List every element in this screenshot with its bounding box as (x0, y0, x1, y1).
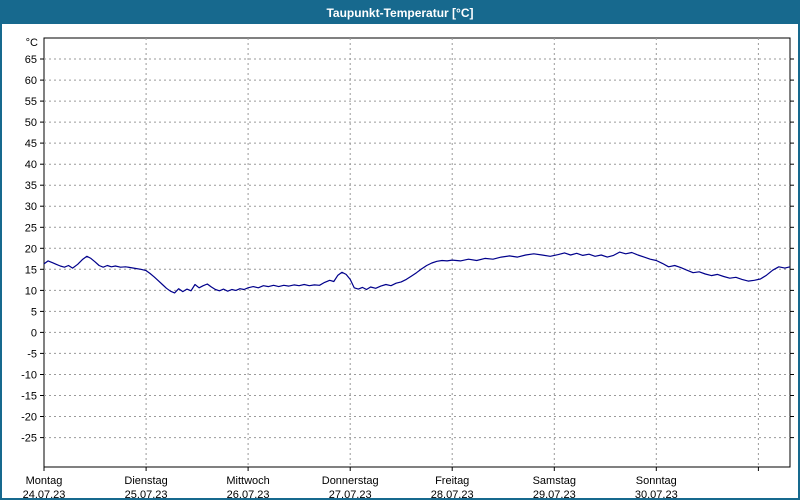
x-day-label: Samstag (533, 475, 576, 487)
x-date-label: 26.07.23 (227, 489, 270, 498)
y-tick-label: 45 (25, 138, 37, 150)
x-date-label: 27.07.23 (329, 489, 372, 498)
y-tick-label: 20 (25, 243, 37, 255)
y-tick-label: 0 (31, 327, 37, 339)
x-day-label: Montag (26, 475, 63, 487)
y-tick-label: 30 (25, 201, 37, 213)
chart-title: Taupunkt-Temperatur [°C] (326, 6, 474, 20)
chart-title-bar: Taupunkt-Temperatur [°C] (2, 2, 798, 24)
y-tick-label: 10 (25, 285, 37, 297)
x-day-label: Mittwoch (226, 475, 269, 487)
y-tick-label: 35 (25, 180, 37, 192)
y-axis-unit-label: °C (26, 37, 38, 49)
x-date-label: 28.07.23 (431, 489, 474, 498)
chart-area: 65 60 55 50 45 40 35 30 25 20 15 10 5 0 -5 -10 -15 -20 -25… (2, 24, 798, 498)
x-day-label: Sonntag (636, 475, 677, 487)
y-tick-label: 40 (25, 159, 37, 171)
x-date-label: 24.07.23 (23, 489, 66, 498)
x-date-label: 30.07.23 (635, 489, 678, 498)
y-tick-label: -5 (27, 348, 37, 360)
y-tick-label: 15 (25, 264, 37, 276)
y-tick-label: 55 (25, 96, 37, 108)
y-tick-label: 5 (31, 306, 37, 318)
x-date-label: 25.07.23 (125, 489, 168, 498)
y-tick-label: -20 (21, 412, 37, 424)
y-tick-label: 50 (25, 117, 37, 129)
series-line-taupunkt (43, 251, 791, 294)
x-day-label: Donnerstag (322, 475, 379, 487)
x-day-label: Dienstag (124, 475, 167, 487)
x-date-label: 29.07.23 (533, 489, 576, 498)
x-day-label: Freitag (435, 475, 469, 487)
plot-border (43, 37, 791, 468)
chart-canvas: 65605550454035302520151050-5-10-15-20-25… (21, 37, 794, 498)
y-tick-label: -10 (21, 369, 37, 381)
y-tick-label: -15 (21, 391, 37, 403)
y-tick-label: 25 (25, 222, 37, 234)
y-tick-label: 60 (25, 75, 37, 87)
y-tick-label: -25 (21, 433, 37, 445)
y-tick-label: 65 (25, 54, 37, 66)
